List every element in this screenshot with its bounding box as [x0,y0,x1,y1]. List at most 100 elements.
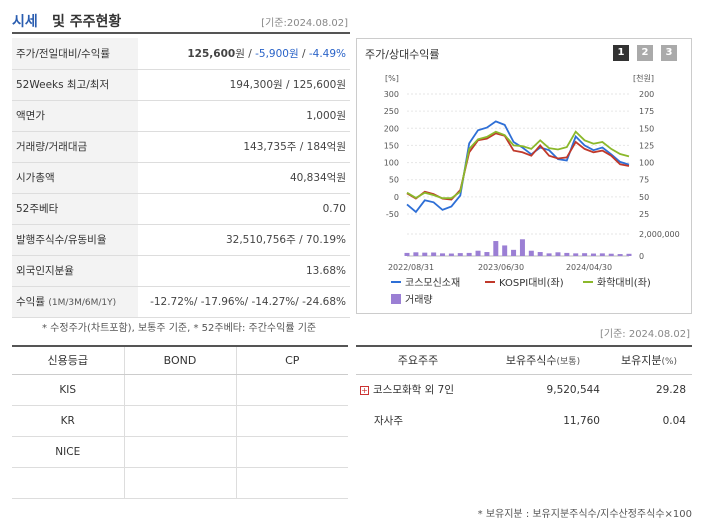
volume-tick-label: 0 [639,252,644,261]
holders-header-pct: 보유지분(%) [606,346,692,375]
holder-shares: 11,760 [480,405,606,437]
volume-bar [537,252,543,256]
holders-header-shares: 보유주식수(보통) [480,346,606,375]
mcap-label: 시가총액 [12,162,138,194]
foreign-row: 외국인지분율 13.68% [12,255,350,287]
reference-date: [기준:2024.08.02] [261,18,348,29]
cp-cell [235,374,348,406]
par-value: 1,000원 [138,100,350,132]
volume-bar [511,249,517,256]
right-tick-label: 50 [639,193,649,202]
x-tick-label: 2023/06/30 [478,263,524,272]
volume-bar [448,253,454,256]
holder-pct: 0.04 [606,405,692,437]
change-unit: 원 [288,47,299,60]
holder-name: 자사주 [356,405,480,437]
right-tick-label: 75 [639,176,649,185]
table-row: NICE [12,436,348,468]
holders-header-pct-text: 보유지분 [620,354,662,368]
volume-bar [599,253,605,256]
returns-value: -12.72%/ -17.96%/ -14.27%/ -24.68% [138,286,350,318]
table-row [12,467,348,499]
current-price: 125,600 [187,47,236,60]
bond-cell [123,405,236,437]
par-row: 액면가 1,000원 [12,100,350,132]
expand-icon[interactable]: + [360,385,369,395]
left-tick-label: 50 [389,176,399,185]
mcap-value: 40,834억원 [138,162,350,194]
volume-bar [457,253,463,256]
volume-row: 거래량/거래대금 143,735주 / 184억원 [12,131,350,163]
returns-label-text: 수익률 [16,296,45,308]
bond-cell [123,467,236,499]
foreign-value: 13.68% [138,255,350,287]
sep: / [244,47,256,60]
left-tick-label: 300 [384,90,399,99]
agency-kr: KR [12,405,124,437]
foreign-label: 외국인지분율 [12,255,138,287]
cp-cell [235,436,348,468]
left-tick-label: 200 [384,124,399,133]
holders-note: * 보유지분 : 보유지분주식수/지수산정주식수×100 [477,509,692,520]
price-change: -5,900 [255,47,289,60]
chart-page-1-button[interactable]: 1 [613,45,629,61]
chart-page-2-button[interactable]: 2 [637,45,653,61]
section-header: 시세 및 주주현황 [기준:2024.08.02] [12,8,350,34]
holders-header-name: 주요주주 [356,346,480,375]
left-tick-label: 0 [394,193,399,202]
credit-header-cp: CP [235,346,348,375]
volume-bar [484,252,490,256]
chart-panel: 주가/상대수익률 1 2 3 [%] [천원] 300 250 200 150 100 50 0… [356,38,692,314]
volume-bar [626,253,632,256]
x-tick-label: 2024/04/30 [566,263,612,272]
volume-bar [519,239,525,256]
par-label: 액면가 [12,100,138,132]
left-tick-label: 150 [384,141,399,150]
credit-header-bond: BOND [123,346,236,375]
volume-bar [546,253,552,256]
left-tick-label: 100 [384,159,399,168]
price-unit: 원 [235,47,245,60]
price-chart: [%] [천원]300250200150100500-50200175150125… [384,73,680,306]
legend-swatch [391,294,401,304]
bond-cell [123,374,236,406]
beta-value: 0.70 [138,193,350,225]
beta-label: 52주베타 [12,193,138,225]
volume-label: 거래량/거래대금 [12,131,138,163]
holders-header-pct-unit: (%) [661,357,678,368]
table-row: KR [12,405,348,437]
credit-rating-table: 신용등급 BOND CP KIS KR NICE [12,345,348,499]
price-label: 주가/전일대비/수익률 [12,38,138,70]
right-tick-label: 100 [639,159,654,168]
agency-kis: KIS [12,374,124,406]
price-table: 주가/전일대비/수익률 125,600원 / -5,900원 / -4.49% … [12,38,350,318]
returns-label: 수익률 (1M/3M/6M/1Y) [12,286,138,318]
volume-bar [528,250,534,256]
cp-cell [235,405,348,437]
chart-page-3-button[interactable]: 3 [661,45,677,61]
shares-row: 발행주식수/유동비율 32,510,756주 / 70.19% [12,224,350,256]
volume-bar [555,252,561,256]
volume-bar [413,252,419,256]
series-line [406,130,630,200]
price-value: 125,600원 / -5,900원 / -4.49% [138,38,350,70]
mcap-row: 시가총액 40,834억원 [12,162,350,194]
cp-cell [235,467,348,499]
volume-bar [440,253,446,256]
holder-pct: 29.28 [606,374,692,406]
title-shareholders: 및 주주현황 [52,14,122,30]
legend-label: 화학대비(좌) [597,277,651,289]
shareholders-table: 주요주주 보유주식수(보통) 보유지분(%) + 코스모화학 외 7인 9,520… [356,345,692,437]
holder-name[interactable]: 코스모화학 외 7인 [373,384,454,396]
holder-shares: 9,520,544 [480,374,606,406]
volume-bar [493,241,499,256]
right-tick-label: 125 [639,141,654,150]
left-tick-label: -50 [386,210,399,219]
chart-title: 주가/상대수익률 [365,48,440,61]
holders-header-shares-text: 보유주식수 [505,354,557,368]
volume-bar [431,252,437,256]
volume-bar [502,245,508,256]
volume-bar [582,253,588,256]
volume-bar [466,252,472,256]
holder-name-cell: + 코스모화학 외 7인 [356,374,480,406]
